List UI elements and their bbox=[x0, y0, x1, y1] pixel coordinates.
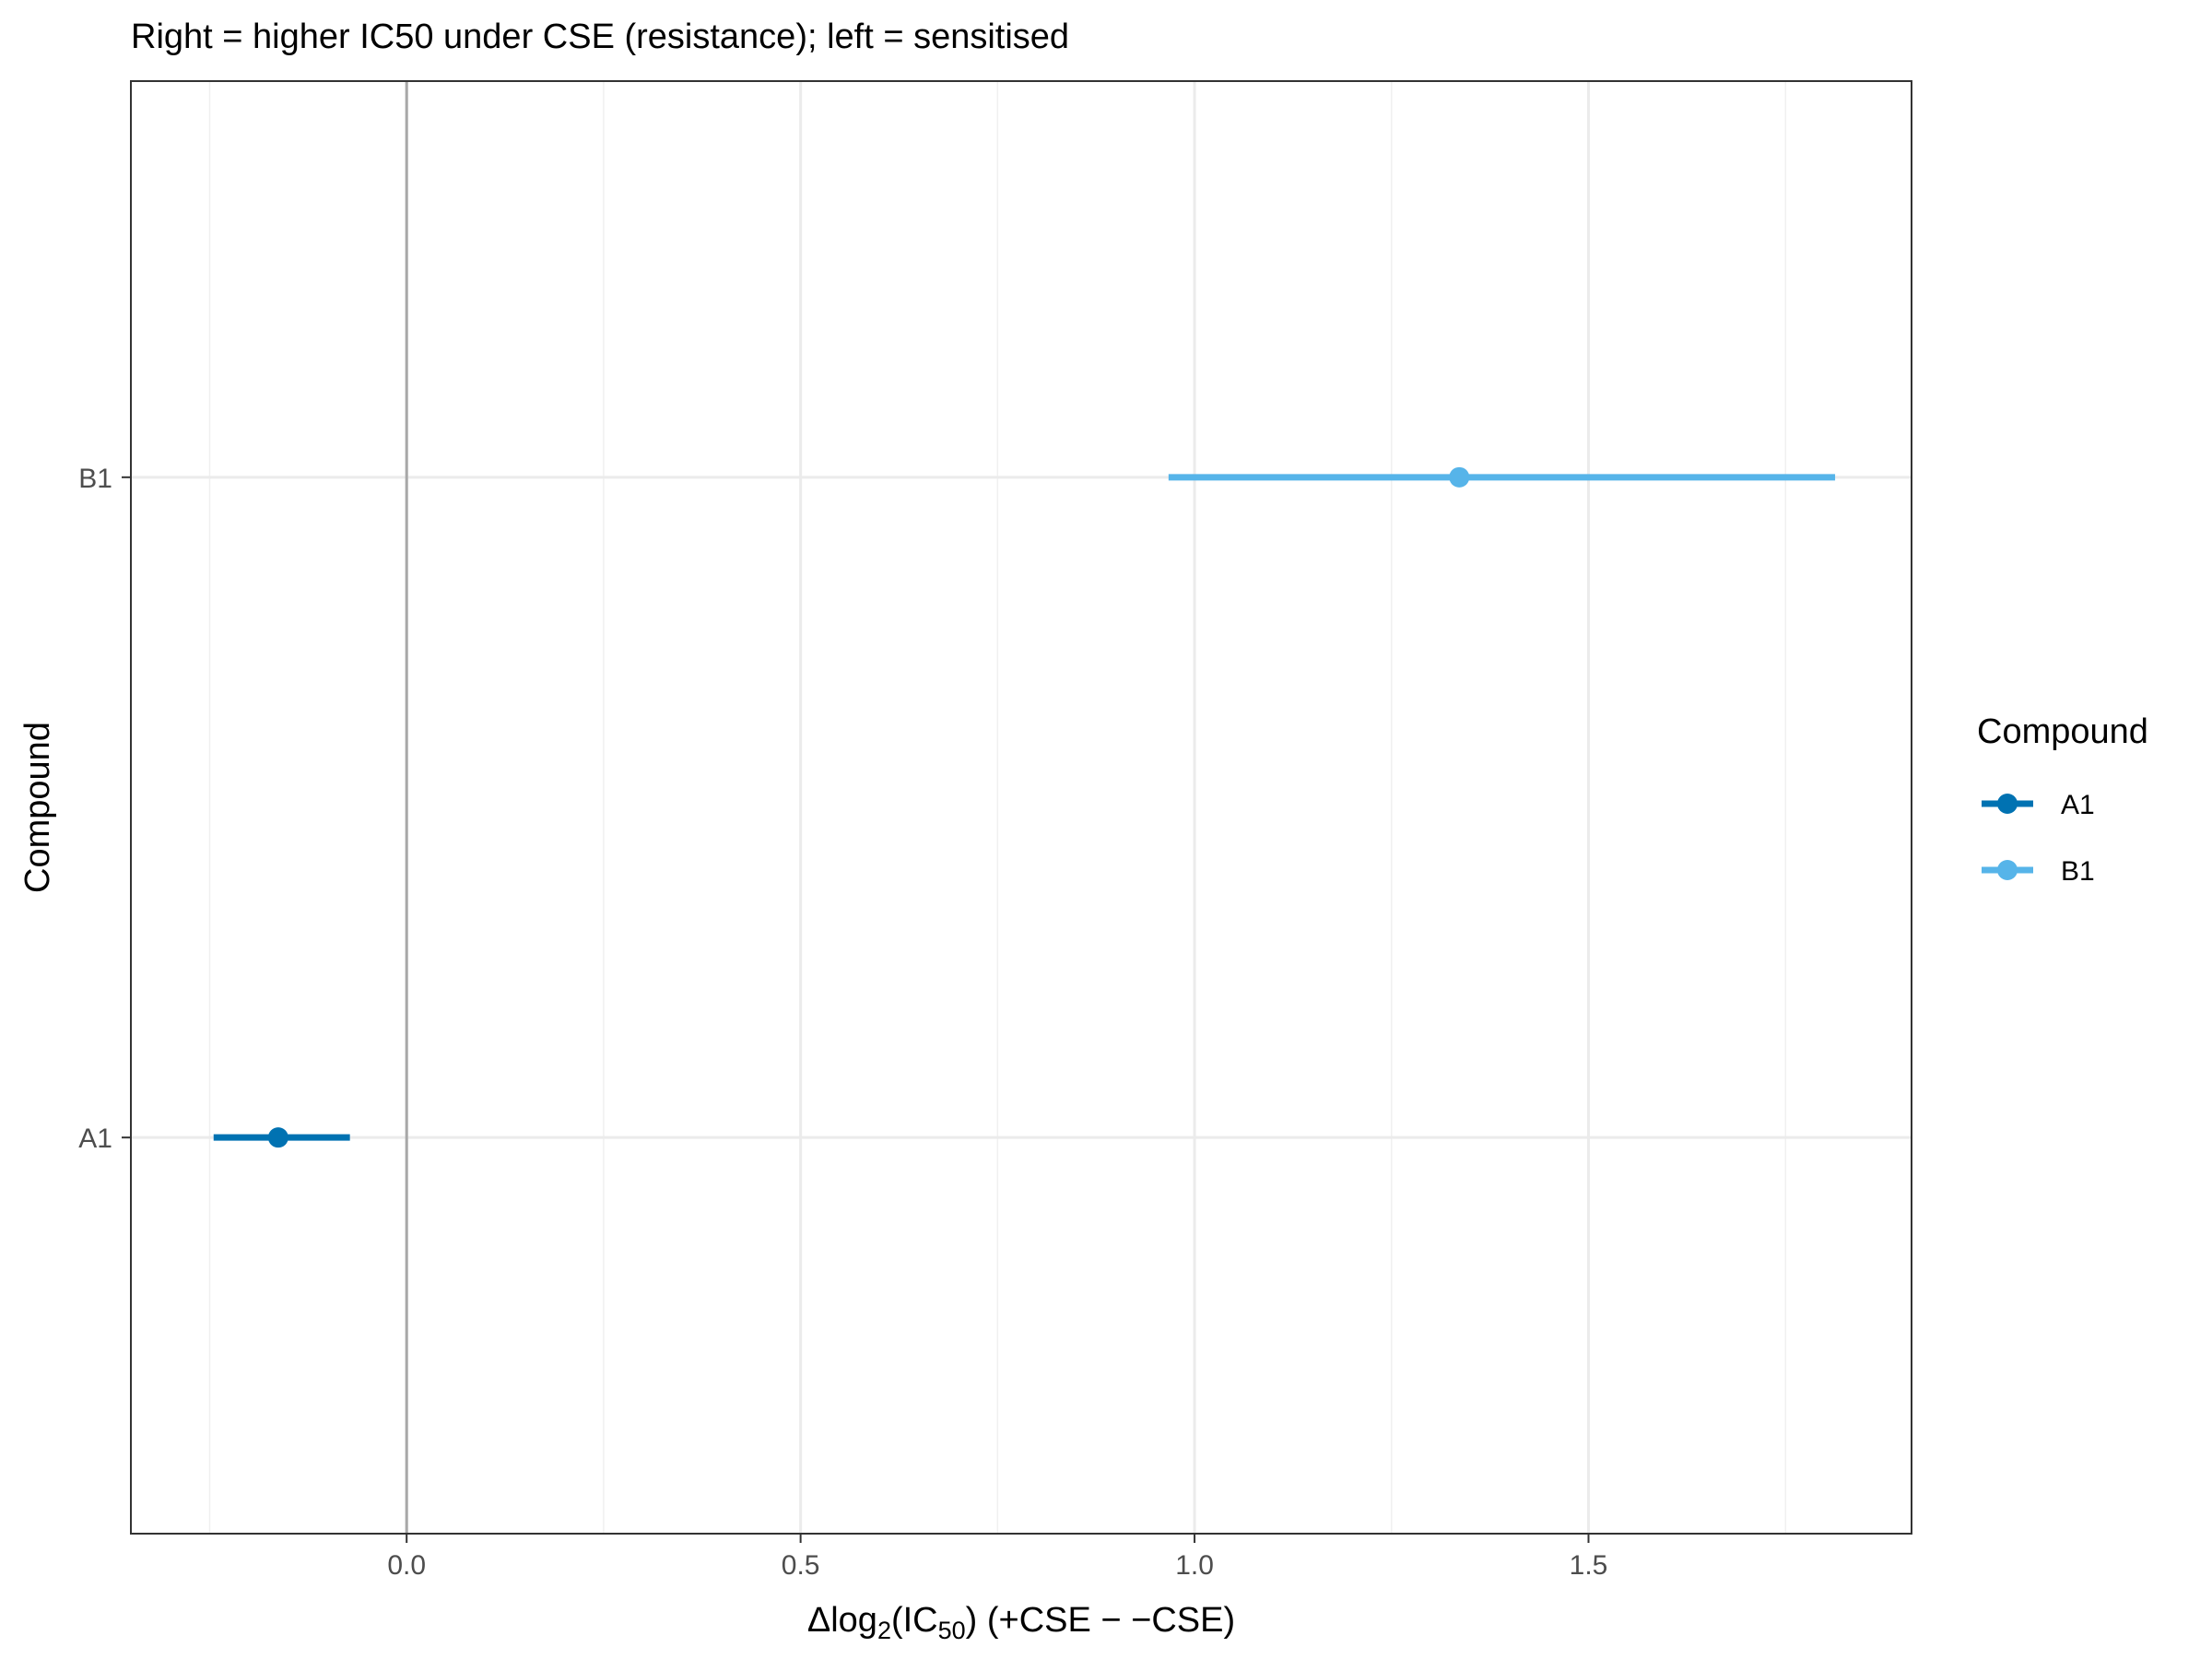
y-axis: A1 B1 bbox=[78, 464, 131, 1154]
legend-title: Compound bbox=[1977, 712, 2148, 751]
x-axis: 0.0 0.5 1.0 1.5 bbox=[387, 1534, 1607, 1581]
x-tick-label: 0.0 bbox=[387, 1550, 426, 1581]
point-a1 bbox=[267, 1127, 288, 1148]
minor-gridlines bbox=[208, 81, 1786, 1534]
major-gridlines bbox=[131, 81, 1912, 1534]
x-tick-label: 0.5 bbox=[782, 1550, 820, 1581]
legend-key-point bbox=[1997, 794, 2018, 814]
x-tick-label: 1.0 bbox=[1175, 1550, 1214, 1581]
y-tick-label: A1 bbox=[78, 1124, 112, 1154]
y-axis-title: Compound bbox=[18, 722, 57, 893]
plot-panel-border bbox=[130, 80, 1912, 1535]
chart-subtitle: Right = higher IC50 under CSE (resistanc… bbox=[131, 18, 1069, 56]
data-marks bbox=[213, 466, 1836, 1148]
legend-label: A1 bbox=[2061, 790, 2095, 820]
point-b1 bbox=[1449, 466, 1470, 488]
y-tick-label: B1 bbox=[78, 464, 112, 494]
legend-label: B1 bbox=[2061, 856, 2095, 887]
legend: Compound A1 B1 bbox=[1977, 712, 2148, 887]
x-tick-label: 1.5 bbox=[1570, 1550, 1608, 1581]
x-axis-title: Δlog2(IC50) (+CSE − −CSE) bbox=[807, 1601, 1235, 1644]
legend-key-point bbox=[1997, 860, 2018, 880]
